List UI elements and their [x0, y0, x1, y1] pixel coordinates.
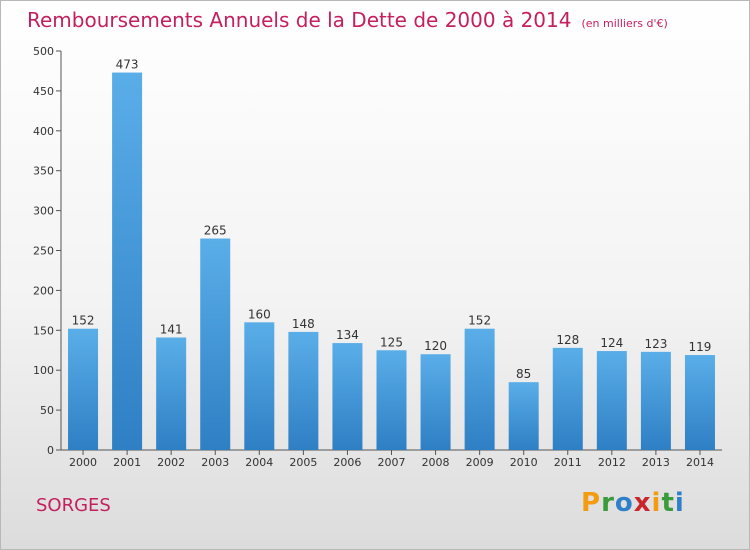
y-tick-label: 300 [33, 205, 54, 218]
bar-2012 [596, 351, 627, 450]
bar-2011 [552, 347, 583, 450]
logo-letter: x [633, 488, 652, 518]
bar-value-label: 148 [292, 317, 315, 331]
bar-value-label: 152 [72, 314, 95, 328]
proxiti-logo: Proxiti [581, 488, 685, 518]
chart-subtitle: (en milliers d'€) [581, 17, 668, 30]
bar-2000 [68, 328, 99, 450]
x-tick-label: 2013 [642, 456, 670, 469]
bar-value-label: 134 [336, 328, 359, 342]
logo-letter: r [601, 488, 615, 518]
y-tick-label: 200 [33, 284, 54, 297]
logo-letter: i [651, 488, 662, 518]
logo-letter: t [661, 488, 675, 518]
bar-2005 [288, 331, 319, 450]
x-tick-label: 2010 [510, 456, 538, 469]
x-tick-label: 2014 [686, 456, 714, 469]
city-name: SORGES [36, 495, 111, 516]
y-tick-label: 0 [47, 444, 54, 457]
x-tick-label: 2003 [201, 456, 229, 469]
y-tick-label: 250 [33, 245, 54, 258]
y-tick-label: 450 [33, 85, 54, 98]
x-tick-label: 2000 [69, 456, 97, 469]
bar-2003 [200, 238, 231, 450]
bar-value-label: 141 [160, 322, 183, 336]
x-tick-label: 2006 [333, 456, 361, 469]
bar-value-label: 119 [689, 340, 712, 354]
x-tick-label: 2012 [598, 456, 626, 469]
bar-value-label: 125 [380, 335, 403, 349]
logo-letter: o [614, 488, 634, 518]
chart-title: Remboursements Annuels de la Dette de 20… [27, 8, 668, 32]
x-tick-label: 2007 [378, 456, 406, 469]
y-tick-label: 50 [40, 404, 54, 417]
bar-2010 [508, 382, 539, 450]
bar-2001 [112, 72, 143, 451]
y-tick-label: 400 [33, 125, 54, 138]
bar-value-label: 265 [204, 224, 227, 238]
bar-value-label: 160 [248, 307, 271, 321]
bar-2013 [640, 351, 671, 450]
bar-value-label: 123 [644, 337, 667, 351]
bar-value-label: 124 [600, 336, 623, 350]
bar-2007 [376, 350, 407, 450]
x-tick-label: 2009 [466, 456, 494, 469]
bar-2002 [156, 337, 187, 450]
y-tick-label: 150 [33, 324, 54, 337]
x-tick-label: 2005 [289, 456, 317, 469]
bar-2006 [332, 343, 363, 450]
x-tick-label: 2002 [157, 456, 185, 469]
bar-value-label: 152 [468, 314, 491, 328]
y-tick-label: 350 [33, 165, 54, 178]
x-tick-label: 2011 [554, 456, 582, 469]
bar-value-label: 85 [516, 367, 531, 381]
x-tick-label: 2008 [422, 456, 450, 469]
x-tick-label: 2001 [113, 456, 141, 469]
bar-2008 [420, 354, 451, 450]
bar-value-label: 473 [116, 58, 139, 72]
bar-value-label: 128 [556, 333, 579, 347]
bar-2004 [244, 322, 275, 450]
logo-letter: i [674, 488, 685, 518]
y-tick-label: 100 [33, 364, 54, 377]
bar-value-label: 120 [424, 339, 447, 353]
chart-title-text: Remboursements Annuels de la Dette de 20… [27, 8, 572, 32]
bar-2014 [684, 355, 715, 450]
logo-letter: P [581, 488, 602, 518]
x-tick-label: 2004 [245, 456, 273, 469]
bar-2009 [464, 328, 495, 450]
y-tick-label: 500 [33, 45, 54, 58]
